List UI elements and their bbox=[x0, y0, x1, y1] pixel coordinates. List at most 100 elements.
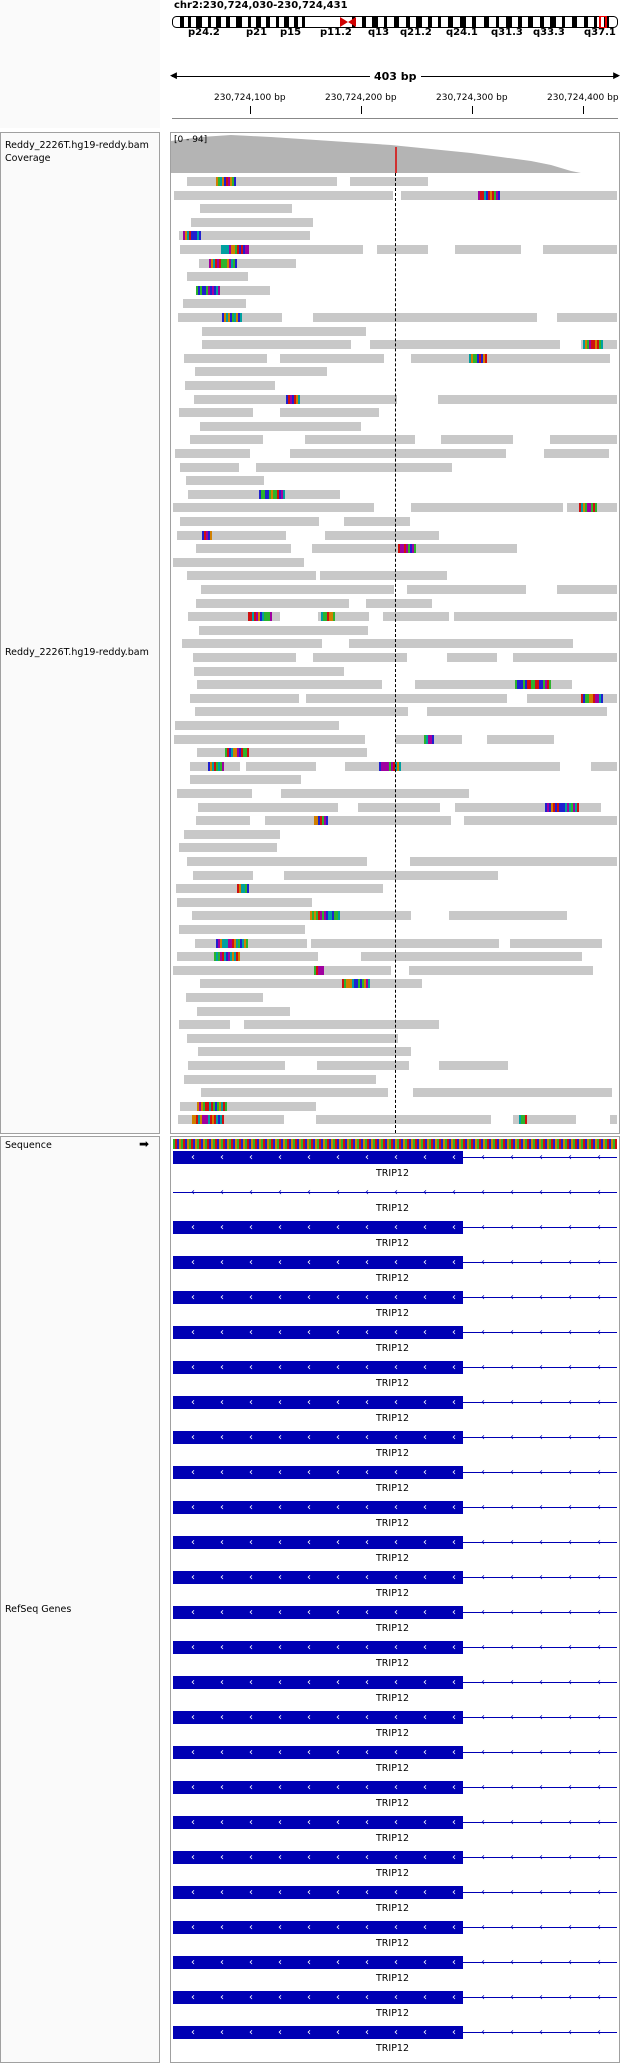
read-alignment[interactable] bbox=[176, 884, 383, 894]
read-alignment[interactable] bbox=[198, 802, 338, 812]
read-alignment[interactable] bbox=[173, 557, 304, 567]
read-alignment[interactable] bbox=[175, 721, 339, 730]
gene-exon-bar[interactable] bbox=[173, 1291, 463, 1304]
read-alignment[interactable] bbox=[180, 517, 319, 526]
read-alignment[interactable] bbox=[557, 313, 617, 322]
read-alignment[interactable] bbox=[543, 245, 617, 254]
gene-exon-bar[interactable] bbox=[173, 1816, 463, 1829]
gene-exon-bar[interactable] bbox=[173, 1466, 463, 1479]
gene-exon-bar[interactable] bbox=[173, 1536, 463, 1549]
gene-exon-bar[interactable] bbox=[173, 1431, 463, 1444]
read-alignment[interactable] bbox=[184, 353, 267, 363]
read-alignment[interactable] bbox=[410, 857, 617, 866]
gene-exon-bar[interactable] bbox=[173, 1781, 463, 1794]
read-alignment[interactable] bbox=[197, 1006, 290, 1016]
refseq-genes-label[interactable]: RefSeq Genes bbox=[5, 1604, 72, 1615]
read-alignment[interactable] bbox=[361, 952, 582, 962]
read-alignment[interactable] bbox=[306, 693, 507, 703]
read-alignment[interactable] bbox=[177, 897, 312, 907]
read-alignment[interactable] bbox=[177, 530, 286, 540]
read-alignment[interactable] bbox=[191, 217, 313, 227]
read-alignment[interactable] bbox=[193, 653, 296, 662]
read-alignment[interactable] bbox=[173, 503, 374, 513]
read-alignment[interactable] bbox=[201, 585, 394, 594]
read-alignment[interactable] bbox=[199, 625, 368, 635]
read-alignment[interactable] bbox=[281, 789, 469, 798]
read-alignment[interactable] bbox=[200, 421, 361, 431]
read-alignment[interactable] bbox=[358, 802, 440, 812]
read-alignment[interactable] bbox=[187, 272, 248, 282]
read-alignment[interactable] bbox=[196, 598, 349, 608]
read-alignment[interactable] bbox=[427, 707, 607, 717]
gene-exon-bar[interactable] bbox=[173, 1956, 463, 1969]
read-alignment[interactable] bbox=[313, 653, 407, 662]
read-alignment[interactable] bbox=[487, 734, 554, 744]
read-alignment[interactable] bbox=[200, 979, 422, 989]
read-alignment[interactable] bbox=[280, 353, 384, 363]
read-alignment[interactable] bbox=[370, 340, 560, 350]
read-alignment[interactable] bbox=[179, 408, 253, 418]
read-alignment[interactable] bbox=[345, 761, 560, 771]
read-alignment[interactable] bbox=[194, 666, 344, 676]
read-alignment[interactable] bbox=[610, 1115, 617, 1125]
alignment-track-label[interactable]: Reddy_2226T.hg19-reddy.bam bbox=[5, 647, 149, 658]
read-alignment[interactable] bbox=[183, 299, 246, 309]
read-alignment[interactable] bbox=[311, 938, 499, 948]
sequence-track-label[interactable]: Sequence bbox=[5, 1140, 52, 1151]
read-alignment[interactable] bbox=[184, 1074, 376, 1084]
read-alignment[interactable] bbox=[454, 612, 617, 622]
read-alignment[interactable] bbox=[544, 449, 609, 458]
coverage-track-label[interactable]: Reddy_2226T.hg19-reddy.bam Coverage bbox=[5, 140, 149, 164]
read-alignment[interactable] bbox=[177, 952, 318, 962]
read-alignment[interactable] bbox=[201, 1088, 388, 1098]
read-alignment[interactable] bbox=[415, 680, 572, 690]
read-alignment[interactable] bbox=[316, 1115, 491, 1125]
read-alignment[interactable] bbox=[407, 585, 526, 594]
read-alignment[interactable] bbox=[349, 639, 573, 649]
gene-exon-bar[interactable] bbox=[173, 1886, 463, 1899]
read-alignment[interactable] bbox=[455, 245, 521, 254]
sequence-track[interactable] bbox=[173, 1139, 617, 1149]
read-alignment[interactable] bbox=[439, 1061, 508, 1070]
read-alignment[interactable] bbox=[173, 965, 391, 975]
read-alignment[interactable] bbox=[180, 462, 239, 472]
read-alignment[interactable] bbox=[188, 1061, 285, 1070]
read-alignment[interactable] bbox=[265, 816, 451, 826]
read-alignment[interactable] bbox=[202, 326, 366, 336]
read-alignment[interactable] bbox=[187, 177, 337, 186]
read-alignment[interactable] bbox=[192, 911, 411, 921]
read-alignment[interactable] bbox=[441, 435, 513, 445]
read-alignment[interactable] bbox=[196, 816, 250, 826]
read-alignment[interactable] bbox=[182, 639, 322, 649]
read-alignment[interactable] bbox=[180, 1101, 316, 1111]
alignment-data-panel[interactable]: [0 - 94] bbox=[170, 132, 620, 1134]
gene-exon-bar[interactable] bbox=[173, 1851, 463, 1864]
read-alignment[interactable] bbox=[198, 1047, 411, 1057]
gene-exon-bar[interactable] bbox=[173, 1676, 463, 1689]
read-alignment[interactable] bbox=[200, 204, 292, 214]
read-alignment[interactable] bbox=[185, 381, 275, 390]
read-alignment[interactable] bbox=[464, 816, 617, 826]
read-alignment[interactable] bbox=[193, 870, 253, 880]
read-alignment[interactable] bbox=[197, 680, 382, 690]
read-alignment[interactable] bbox=[188, 612, 280, 622]
coverage-track[interactable] bbox=[171, 133, 619, 175]
gene-exon-bar[interactable] bbox=[173, 1746, 463, 1759]
gene-exon-bar[interactable] bbox=[173, 1571, 463, 1584]
read-alignment[interactable] bbox=[186, 476, 264, 486]
read-alignment[interactable] bbox=[350, 177, 428, 186]
read-alignment[interactable] bbox=[202, 340, 351, 350]
read-alignment[interactable] bbox=[455, 802, 601, 812]
read-alignment[interactable] bbox=[190, 693, 299, 703]
gene-exon-bar[interactable] bbox=[173, 1711, 463, 1724]
read-alignment[interactable] bbox=[557, 585, 617, 594]
read-alignment[interactable] bbox=[527, 693, 617, 703]
read-alignment[interactable] bbox=[591, 761, 617, 771]
read-alignment[interactable] bbox=[377, 245, 428, 254]
read-alignment[interactable] bbox=[187, 857, 367, 866]
read-alignment[interactable] bbox=[510, 938, 602, 948]
read-alignment[interactable] bbox=[449, 911, 567, 921]
gene-exon-bar[interactable] bbox=[173, 1641, 463, 1654]
read-alignment[interactable] bbox=[317, 1061, 409, 1070]
read-alignment[interactable] bbox=[179, 231, 310, 241]
